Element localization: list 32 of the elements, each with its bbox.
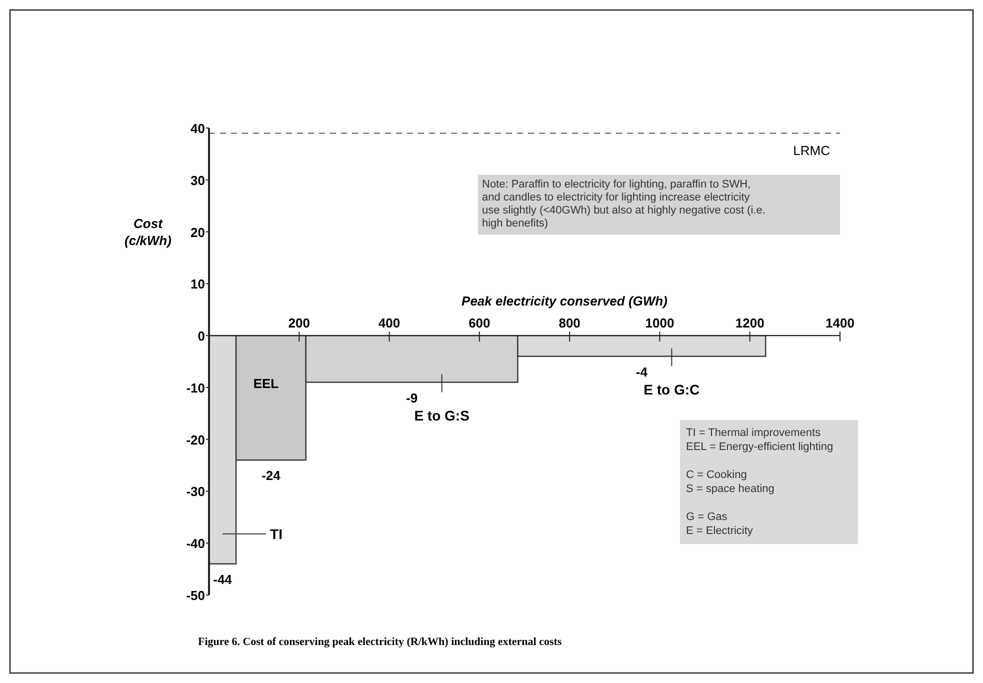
x-tick-label: 1400 [826, 316, 854, 331]
annotation: TI [270, 526, 282, 542]
data-label: -44 [213, 572, 233, 587]
y-tick-label: 20 [190, 224, 205, 240]
x-axis-title: Peak electricity conserved (GWh) [462, 294, 668, 309]
y-tick-label: 40 [190, 121, 205, 136]
annotation: EEL [253, 376, 279, 391]
x-tick-label: 200 [288, 316, 310, 331]
annotation: E to G:C [644, 381, 700, 398]
text: Figure 6. Cost of conserving peak electricity (R/kWh) including external costs [198, 636, 562, 648]
x-tick-label: 1000 [645, 316, 674, 331]
note-box: Note: Paraffin to electricity for lighting, paraffin to SWH, and candles to electricity for lighting increase electricity use slightly (<40GWh) but also at highly negative cost (i.e. high benefits) [478, 174, 840, 235]
y-tick-label: -50 [186, 588, 205, 603]
data-label: -24 [262, 468, 282, 484]
y-tick-label: 30 [190, 172, 205, 188]
x-tick-label: 800 [558, 316, 580, 331]
y-tick-label: -20 [186, 432, 205, 448]
y-tick-label: -30 [186, 484, 205, 500]
x-tick-label: 400 [378, 316, 400, 331]
annotation: E to G:S [414, 407, 470, 424]
data-label: -9 [406, 390, 418, 406]
x-tick-label: 600 [468, 316, 490, 331]
ref-line-label: LRMC [793, 143, 830, 158]
y-tick-label: 0 [198, 328, 205, 344]
y-tick-label: 10 [190, 276, 205, 292]
x-tick-label: 1200 [735, 316, 764, 331]
y-axis-title: Cost (c/kWh) [124, 216, 172, 248]
annotation: Note: Paraffin to electricity for lighting, paraffin to SWH, and candles to electricity for lighting increase electricity use slightly (<40GWh) but also at highly negative cost (i.e. high benefits) [482, 178, 766, 230]
data-label: -4 [636, 364, 648, 380]
y-tick-label: -40 [186, 536, 205, 552]
y-tick-label: -10 [186, 380, 205, 396]
key-box: TI = Thermal improvements EEL = Energy-efficient lighting C = Cooking S = space heating G = Gas E = Electricity [680, 420, 858, 544]
